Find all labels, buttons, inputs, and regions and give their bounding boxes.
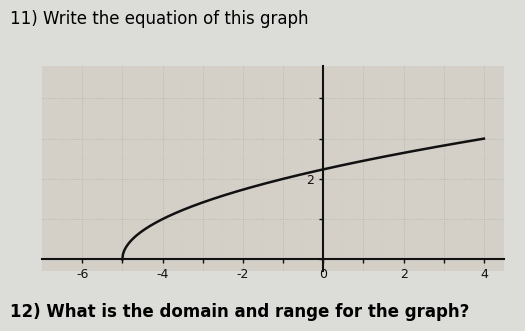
Text: 12) What is the domain and range for the graph?: 12) What is the domain and range for the… <box>10 303 470 321</box>
Text: 11) Write the equation of this graph: 11) Write the equation of this graph <box>10 10 309 28</box>
